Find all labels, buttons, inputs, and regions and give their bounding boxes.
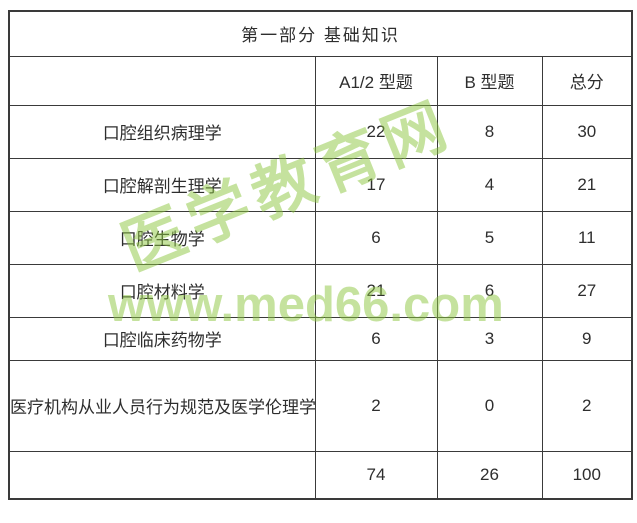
a12-value: 6 [314, 210, 438, 265]
a12-value: 21 [314, 263, 438, 318]
table-title-row: 第一部分 基础知识 [8, 10, 633, 57]
header-b-type: B 型题 [436, 55, 543, 106]
header-a12-type: A1/2 型题 [314, 55, 438, 106]
a12-value: 17 [314, 157, 438, 212]
subject-cell: 口腔组织病理学 [8, 104, 316, 159]
a12-value: 22 [314, 104, 438, 159]
table-title: 第一部分 基础知识 [8, 10, 633, 57]
subject-cell: 口腔解剖生理学 [8, 157, 316, 212]
header-total: 总分 [541, 55, 633, 106]
b-value: 5 [436, 210, 543, 265]
total-value: 21 [541, 157, 633, 212]
grand-total-value: 100 [541, 450, 633, 500]
total-value: 9 [541, 316, 633, 361]
table-header-row: A1/2 型题 B 型题 总分 [8, 55, 633, 106]
b-value: 0 [436, 359, 543, 452]
table-row: 医疗机构从业人员行为规范及医学伦理学 2 0 2 [8, 359, 633, 452]
a12-value: 6 [314, 316, 438, 361]
subject-cell: 口腔生物学 [8, 210, 316, 265]
exam-score-table: 第一部分 基础知识 A1/2 型题 B 型题 总分 口腔组织病理学 22 8 3… [8, 10, 634, 500]
header-subject [8, 55, 316, 106]
table-totals-row: 74 26 100 [8, 450, 633, 500]
b-total-value: 26 [436, 450, 543, 500]
table-row: 口腔解剖生理学 17 4 21 [8, 157, 633, 212]
table-row: 口腔组织病理学 22 8 30 [8, 104, 633, 159]
table-row: 口腔生物学 6 5 11 [8, 210, 633, 265]
table-row: 口腔临床药物学 6 3 9 [8, 316, 633, 361]
a12-total-value: 74 [314, 450, 438, 500]
b-value: 4 [436, 157, 543, 212]
total-value: 11 [541, 210, 633, 265]
subject-cell: 口腔材料学 [8, 263, 316, 318]
subject-cell [8, 450, 316, 500]
total-value: 27 [541, 263, 633, 318]
total-value: 2 [541, 359, 633, 452]
table-row: 口腔材料学 21 6 27 [8, 263, 633, 318]
b-value: 3 [436, 316, 543, 361]
b-value: 6 [436, 263, 543, 318]
total-value: 30 [541, 104, 633, 159]
a12-value: 2 [314, 359, 438, 452]
subject-cell: 口腔临床药物学 [8, 316, 316, 361]
subject-cell: 医疗机构从业人员行为规范及医学伦理学 [8, 359, 316, 452]
b-value: 8 [436, 104, 543, 159]
